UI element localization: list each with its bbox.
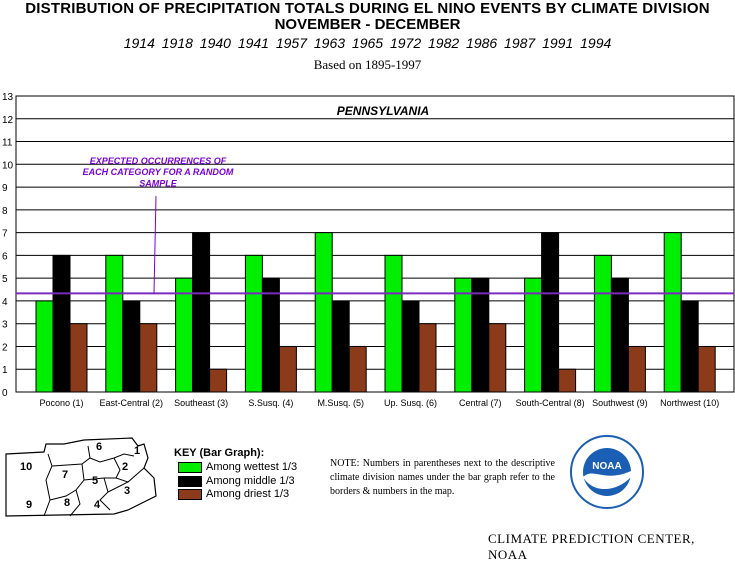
- bar-middle-5: [331, 300, 350, 393]
- key-item-driest: Among driest 1/3: [178, 488, 289, 500]
- y-tick-label: 11: [2, 138, 13, 149]
- bar-middle-4: [261, 277, 280, 393]
- noaa-logo-text: NOAA: [592, 461, 621, 472]
- bar-driest-8: [558, 368, 577, 393]
- el-nino-years: 1914 1918 1940 1941 1957 1963 1965 1972 …: [123, 35, 612, 51]
- chart-title-line1: DISTRIBUTION OF PRECIPITATION TOTALS DUR…: [25, 0, 710, 17]
- x-tick-label: East-Central (2): [100, 398, 164, 408]
- y-tick-label: 1: [2, 365, 8, 376]
- chart-title-line2: NOVEMBER - DECEMBER: [274, 16, 461, 33]
- bar-wettest-4: [244, 254, 263, 393]
- bar-middle-10: [680, 300, 699, 393]
- annotation-text: EXPECTED OCCURRENCES OF: [90, 156, 227, 166]
- bar-driest-4: [278, 345, 297, 393]
- map-division-3: 3: [124, 485, 130, 497]
- bar-middle-6: [401, 300, 420, 393]
- x-tick-label: Central (7): [459, 398, 502, 408]
- plot-frame: [15, 95, 735, 393]
- based-on-period: Based on 1895-1997: [313, 57, 422, 72]
- key-title: KEY (Bar Graph):: [174, 447, 265, 459]
- x-tick-label: Up. Susq. (6): [384, 398, 437, 408]
- chart-title: PENNSYLVANIA: [337, 104, 429, 118]
- bar-middle-1: [52, 254, 71, 393]
- map-division-4: 4: [94, 499, 101, 511]
- x-tick-label: Northwest (10): [660, 398, 719, 408]
- map-division-6: 6: [96, 441, 102, 453]
- y-tick-label: 9: [2, 183, 8, 194]
- driest-swatch: [178, 488, 202, 500]
- x-tick-label: Southeast (3): [174, 398, 228, 408]
- key-label-middle: Among middle 1/3: [206, 475, 295, 487]
- y-tick-label: 5: [2, 274, 8, 285]
- map-division-10: 10: [20, 461, 32, 473]
- bar-driest-6: [418, 323, 437, 393]
- x-tick-label: Pocono (1): [39, 398, 83, 408]
- key-label-wettest: Among wettest 1/3: [206, 461, 298, 473]
- x-tick-label: South-Central (8): [516, 398, 585, 408]
- middle-swatch: [178, 475, 202, 487]
- bar-driest-3: [209, 368, 228, 393]
- bar-wettest-8: [524, 277, 543, 393]
- bar-middle-8: [541, 232, 560, 393]
- wettest-swatch: [178, 461, 202, 473]
- y-tick-label: 3: [2, 320, 8, 331]
- bar-wettest-6: [384, 254, 403, 393]
- annotation-text: EACH CATEGORY FOR A RANDOM: [83, 167, 234, 177]
- y-tick-label: 7: [2, 229, 8, 240]
- y-tick-label: 4: [2, 297, 8, 308]
- note-text: NOTE: Numbers in parentheses next to the…: [330, 458, 555, 497]
- bar-driest-1: [69, 323, 88, 393]
- annotation-text: SAMPLE: [139, 179, 178, 189]
- bar-wettest-9: [593, 254, 612, 393]
- map-division-5: 5: [92, 475, 98, 487]
- map-division-7: 7: [62, 469, 68, 481]
- annotation-pointer: [153, 196, 157, 294]
- bar-driest-10: [697, 345, 716, 393]
- bar-wettest-5: [314, 232, 333, 393]
- y-tick-label: 10: [2, 160, 14, 171]
- map-division-2: 2: [122, 461, 128, 473]
- map-division-8: 8: [64, 497, 70, 509]
- bar-driest-7: [488, 323, 507, 393]
- bar-wettest-7: [454, 277, 473, 393]
- key-label-driest: Among driest 1/3: [206, 488, 290, 500]
- bar-wettest-2: [105, 254, 124, 393]
- bar-driest-9: [627, 345, 646, 393]
- y-tick-label: 6: [2, 251, 8, 262]
- bar-middle-3: [192, 232, 211, 393]
- key-item-wettest: Among wettest 1/3: [178, 461, 297, 473]
- map-division-9: 9: [26, 499, 32, 511]
- bar-wettest-3: [175, 277, 194, 393]
- y-tick-label: 13: [2, 92, 14, 103]
- bar-middle-9: [610, 277, 629, 393]
- y-tick-label: 0: [2, 388, 8, 399]
- pennsylvania-division-map: 1 2 3 4 5 6 7 8 9 10: [5, 437, 157, 517]
- bar-wettest-1: [35, 300, 54, 393]
- bar-driest-2: [139, 323, 158, 393]
- bar-wettest-10: [663, 232, 682, 393]
- bar-middle-7: [471, 277, 490, 393]
- map-division-1: 1: [134, 445, 140, 457]
- bar-driest-5: [348, 345, 367, 393]
- x-tick-label: M.Susq. (5): [317, 398, 364, 408]
- noaa-logo: NOAA: [570, 435, 644, 509]
- key-item-middle: Among middle 1/3: [178, 475, 295, 487]
- bar-middle-2: [122, 300, 141, 393]
- y-tick-label: 8: [2, 206, 8, 217]
- y-tick-label: 12: [2, 115, 14, 126]
- y-tick-label: 2: [2, 342, 8, 353]
- x-tick-label: Southwest (9): [592, 398, 648, 408]
- credit-text: CLIMATE PREDICTION CENTER, NOAA: [488, 531, 695, 562]
- x-tick-label: S.Susq. (4): [248, 398, 293, 408]
